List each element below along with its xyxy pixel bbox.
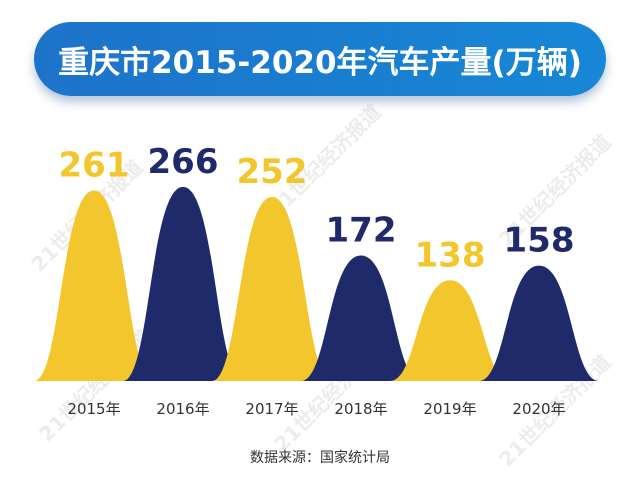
value-label: 261: [59, 145, 130, 185]
bar-2016年: [123, 186, 243, 381]
value-label: 266: [148, 142, 219, 182]
title-banner: 重庆市2015-2020年汽车产量(万辆): [34, 22, 606, 96]
x-tick-label: 2017年: [245, 400, 298, 418]
x-tick-label: 2016年: [156, 400, 209, 418]
chart-bells: [34, 186, 599, 381]
bar-2017年: [212, 197, 332, 381]
chart-year-labels: 2015年 2016年 2017年 2018年 2019年 2020年: [67, 400, 565, 418]
value-label: 138: [415, 235, 486, 275]
x-tick-label: 2020年: [512, 400, 565, 418]
value-label: 252: [237, 152, 308, 192]
bar-2019年: [390, 280, 510, 381]
x-tick-label: 2018年: [334, 400, 387, 418]
x-tick-label: 2015年: [67, 400, 120, 418]
chart-title: 重庆市2015-2020年汽车产量(万辆): [58, 44, 582, 81]
bar-2020年: [479, 265, 599, 381]
value-label: 172: [326, 210, 397, 250]
chart-value-labels: 261 266 252 172 138 158: [59, 142, 575, 275]
bar-2015年: [34, 190, 154, 381]
source-note: 数据来源：国家统计局: [250, 450, 390, 466]
bar-2018年: [301, 255, 421, 381]
x-tick-label: 2019年: [423, 400, 476, 418]
value-label: 158: [504, 221, 575, 261]
